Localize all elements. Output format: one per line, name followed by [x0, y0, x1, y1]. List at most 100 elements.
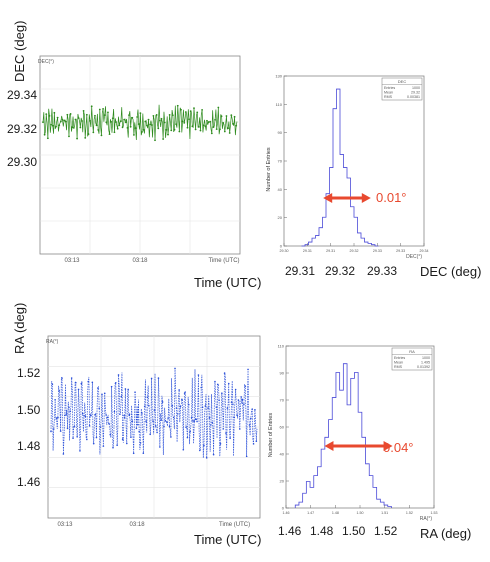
- x-tick-label-small: 1.48: [332, 511, 339, 515]
- x-tick-label-small: 1.50: [357, 511, 364, 515]
- y-tick-label: 60: [280, 425, 285, 430]
- data-point: [149, 433, 152, 436]
- data-point: [84, 415, 87, 418]
- x-tick-label-small: 1.51: [381, 511, 388, 515]
- x-tick-label-small: 1.53: [431, 511, 438, 515]
- stats-value: 1.495: [421, 361, 430, 365]
- hist-ylabel: Number of Entries: [268, 413, 274, 458]
- data-point: [82, 110, 85, 112]
- data-point: [135, 427, 138, 430]
- data-point: [201, 406, 204, 408]
- small-axis-label: DEC(°): [38, 59, 54, 65]
- x-tick-label: 03:18: [132, 258, 148, 264]
- x-tick-label-small: 29.33: [396, 249, 405, 253]
- data-point: [167, 417, 169, 419]
- data-point: [150, 124, 153, 126]
- y-tick-label: 90: [280, 371, 285, 376]
- data-point: [120, 120, 122, 122]
- data-point: [58, 390, 61, 392]
- series-line: [42, 104, 238, 141]
- data-point: [46, 137, 49, 140]
- data-point: [129, 125, 132, 128]
- data-point: [131, 420, 134, 422]
- data-point: [175, 407, 178, 409]
- data-point: [106, 416, 109, 419]
- data-point: [214, 118, 216, 121]
- y-tick-label: 0: [280, 244, 283, 249]
- data-point: [152, 420, 154, 422]
- data-point: [215, 128, 218, 131]
- dec-hist-chart: Number of Entries 0 20 40 70 90 110 130 DECEntri…: [266, 74, 429, 261]
- data-point: [208, 417, 211, 419]
- data-point: [173, 128, 176, 131]
- data-point: [56, 116, 59, 119]
- data-point: [199, 129, 202, 132]
- data-point: [160, 117, 163, 120]
- data-point: [103, 114, 106, 117]
- x-tick-label-small: 29.30: [280, 249, 289, 253]
- data-point: [103, 392, 106, 395]
- data-point: [157, 377, 160, 379]
- data-point: [57, 416, 59, 419]
- data-point: [59, 120, 62, 123]
- data-point: [201, 108, 203, 111]
- data-point: [95, 124, 98, 127]
- y-tick-label: 20: [278, 215, 283, 220]
- data-point: [71, 126, 74, 129]
- data-point: [70, 377, 73, 379]
- data-point: [206, 119, 208, 122]
- data-point: [184, 111, 187, 113]
- stats-box: [381, 77, 423, 101]
- data-point: [65, 413, 67, 416]
- dec-time-chart: DEC(°) 03:13 03:18 Time (UTC): [38, 55, 241, 264]
- data-point: [207, 121, 210, 123]
- data-point: [219, 442, 222, 445]
- stats-value: 0.01392: [417, 365, 430, 369]
- data-point: [176, 413, 179, 415]
- data-point: [63, 414, 66, 417]
- data-point: [157, 127, 160, 130]
- data-point: [134, 391, 136, 393]
- data-point: [171, 114, 174, 117]
- data-point: [236, 414, 238, 416]
- data-point: [109, 433, 112, 436]
- data-point: [215, 406, 218, 408]
- data-point: [163, 425, 165, 428]
- data-point: [55, 125, 57, 128]
- stats-value: 1000: [422, 356, 430, 360]
- data-point: [111, 117, 114, 120]
- dec-hist-xlabel: DEC (deg): [420, 264, 482, 279]
- ra-hist-xtick-1-46: 1.46: [278, 524, 302, 538]
- data-point: [84, 136, 87, 139]
- data-point: [212, 453, 215, 456]
- data-point: [193, 107, 195, 110]
- data-point: [141, 412, 143, 414]
- data-point: [72, 126, 75, 129]
- data-point: [189, 430, 191, 433]
- data-point: [99, 426, 102, 428]
- data-point: [136, 116, 139, 118]
- data-point: [130, 436, 132, 438]
- ra-hist-chart: Number of Entries 0 20 40 60 70 90 110 RA Entries…: [268, 344, 438, 523]
- data-point: [192, 419, 194, 422]
- data-point: [197, 125, 200, 128]
- data-point: [76, 435, 78, 438]
- data-point: [124, 388, 127, 390]
- data-point: [183, 121, 186, 124]
- data-point: [150, 377, 153, 380]
- data-point: [62, 453, 65, 455]
- data-point: [238, 428, 241, 430]
- data-point: [251, 408, 253, 410]
- data-point: [178, 389, 180, 391]
- data-point: [101, 393, 103, 396]
- data-point: [118, 124, 121, 127]
- data-point: [142, 452, 145, 454]
- y-tick-label: 70: [280, 398, 285, 403]
- data-point: [131, 116, 134, 119]
- data-point: [233, 416, 236, 419]
- data-point: [68, 406, 70, 409]
- x-tick-label-small: 29.31: [326, 249, 335, 253]
- dec-ytick-29-32: 29.32: [7, 122, 38, 136]
- data-point: [170, 436, 172, 438]
- data-point: [148, 404, 150, 407]
